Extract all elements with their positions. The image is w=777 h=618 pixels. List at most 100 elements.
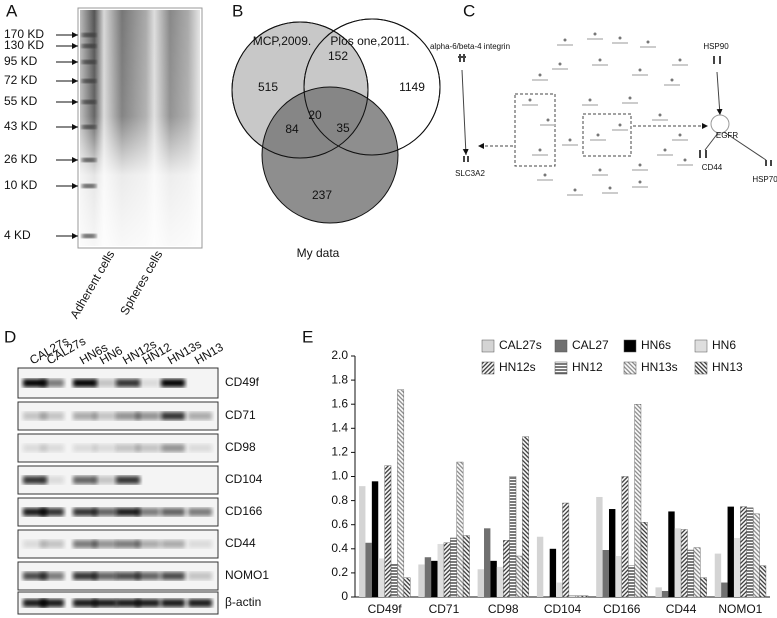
network-node-label: EGFR — [716, 131, 738, 140]
venn-count: 20 — [308, 108, 322, 122]
bar — [397, 389, 405, 598]
blot-band — [23, 540, 47, 548]
y-tick-label: 0.2 — [331, 565, 348, 579]
bar — [655, 587, 662, 597]
bar — [661, 590, 669, 597]
blot-band — [161, 508, 185, 516]
y-tick-label: 0.6 — [331, 517, 348, 531]
network-node-label: SLC3A2 — [455, 169, 485, 178]
legend-label: HN13s — [641, 360, 678, 374]
bar — [752, 513, 760, 598]
gel-fade — [80, 10, 200, 246]
venn-set-label: Plos one,2011. — [330, 34, 409, 48]
bar — [515, 555, 523, 598]
bar — [627, 565, 635, 598]
blot-band — [136, 599, 160, 607]
blot-band — [116, 599, 140, 607]
network-minor-node — [618, 123, 622, 127]
bar — [714, 553, 722, 597]
blot-band — [161, 599, 185, 607]
blot-protein-label: CD98 — [225, 440, 256, 454]
panel-label: D — [4, 327, 16, 346]
bar — [536, 536, 544, 597]
x-tick-label: CD98 — [488, 602, 519, 616]
legend-swatch — [623, 339, 637, 353]
network-minor-node — [670, 78, 674, 82]
blot-band — [40, 508, 64, 516]
lane-label: Adherent cells — [67, 248, 117, 321]
network-minor-node — [538, 148, 542, 152]
x-tick-label: CD49f — [368, 602, 403, 616]
network-node-label: HSP90 — [703, 42, 729, 51]
marker-label: 10 KD — [4, 178, 38, 192]
blot-band — [136, 540, 160, 548]
legend-label: CAL27s — [499, 338, 542, 352]
bar — [378, 558, 385, 597]
bar — [687, 549, 695, 598]
marker-label: 4 KD — [4, 228, 31, 242]
network-minor-node — [563, 38, 567, 42]
bar — [443, 542, 451, 598]
x-tick-label: CD44 — [666, 602, 697, 616]
blot-band — [116, 476, 140, 484]
bar — [549, 548, 557, 597]
blot-band — [136, 412, 160, 420]
bar — [403, 577, 411, 598]
network-minor-node — [646, 40, 650, 44]
legend-swatch — [694, 361, 708, 375]
bar — [509, 476, 517, 598]
bar — [462, 535, 470, 598]
marker-band — [82, 44, 96, 48]
blot-band — [40, 572, 64, 580]
lane-label: Spheres cells — [117, 248, 165, 317]
marker-label: 170 KD — [4, 27, 44, 41]
network-minor-node — [678, 58, 682, 62]
blot-band — [93, 508, 117, 516]
blot-band — [188, 508, 212, 516]
blot-band — [161, 444, 185, 452]
blot-band — [73, 444, 97, 452]
blot-band — [40, 476, 64, 484]
blot-band — [136, 444, 160, 452]
bar — [456, 461, 464, 598]
bar — [390, 564, 398, 598]
venn-count: 35 — [336, 121, 350, 135]
network-minor-node — [588, 98, 592, 102]
venn-count: 237 — [312, 188, 332, 202]
network-minor-node — [598, 168, 602, 172]
blot: CD49f CD71 CD98 CD104 CD166 CD44 NOMO1 β-actin — [17, 367, 269, 615]
venn-outline — [231, 21, 369, 159]
blot-band — [73, 599, 97, 607]
bar — [693, 547, 701, 598]
blot-protein-label: NOMO1 — [225, 568, 269, 582]
venn-count: 1149 — [399, 80, 425, 94]
bar — [418, 564, 425, 597]
blot-band — [161, 412, 185, 420]
bar — [503, 540, 510, 598]
blot-band — [73, 572, 97, 580]
network-node-label: alpha-6/beta-4 integrin — [430, 42, 510, 51]
blot-band — [116, 572, 140, 580]
legend-label: HN12s — [499, 360, 536, 374]
y-tick-label: 0 — [341, 589, 348, 603]
blot-band — [23, 508, 47, 516]
network-node-label: CD44 — [702, 163, 723, 172]
marker-label: 72 KD — [4, 73, 38, 87]
venn-circle — [261, 86, 399, 224]
network-minor-node — [628, 96, 632, 100]
y-tick-label: 2.0 — [331, 348, 348, 362]
y-tick-label: 1.6 — [331, 396, 348, 410]
marker-band — [82, 100, 96, 104]
blot-band — [116, 508, 140, 516]
blot-band — [161, 540, 185, 548]
blot-protein-label: CD104 — [225, 472, 263, 486]
bar — [359, 486, 366, 597]
legend-label: HN12 — [572, 360, 603, 374]
blot-band — [40, 540, 64, 548]
marker-band — [82, 158, 96, 162]
network-minor-node — [593, 32, 597, 36]
network-minor-nodes — [522, 32, 693, 196]
bar — [615, 556, 622, 597]
bar — [700, 577, 707, 598]
blot-band — [136, 572, 160, 580]
